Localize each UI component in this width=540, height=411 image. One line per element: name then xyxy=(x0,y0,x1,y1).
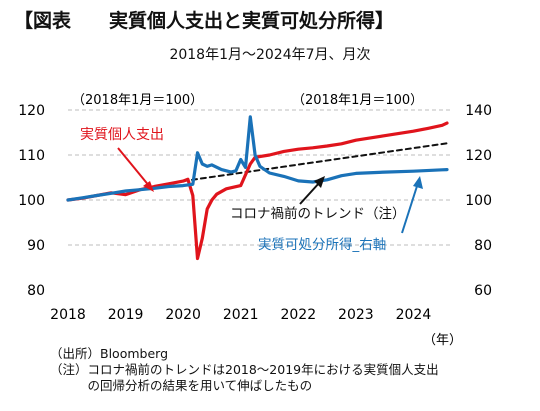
arrow-spending-head xyxy=(143,181,154,192)
left-axis-ticks: 80 90 100 110 120 xyxy=(18,103,45,299)
left-tick-label: 110 xyxy=(18,148,45,164)
x-tick-label: 2024 xyxy=(396,307,432,323)
left-axis-label: （2018年1月＝100） xyxy=(72,93,203,108)
left-tick-label: 100 xyxy=(18,193,45,209)
chart-notes: （出所）Bloomberg （注）コロナ禍前のトレンドは2018～2019年にお… xyxy=(50,346,439,394)
x-tick-label: 2020 xyxy=(165,307,201,323)
trend-note-cont: の回帰分析の結果を用いて伸ばしたもの xyxy=(50,378,313,393)
trend-note: （注）コロナ禍前のトレンドは2018～2019年における実質個人支出 xyxy=(50,362,439,377)
right-tick-label: 60 xyxy=(474,283,492,299)
source-note: （出所）Bloomberg xyxy=(50,346,168,361)
right-tick-label: 120 xyxy=(465,148,492,164)
x-tick-label: 2018 xyxy=(50,307,86,323)
x-axis-ticks: 2018 2019 2020 2021 2022 2023 2024 xyxy=(50,307,431,323)
left-tick-label: 80 xyxy=(27,283,45,299)
series-line-1 xyxy=(66,115,449,202)
x-tick-label: 2021 xyxy=(223,307,259,323)
right-axis-ticks: 60 80 100 120 140 xyxy=(465,103,492,299)
series-line-2 xyxy=(182,142,448,183)
right-axis-label: （2018年1月＝100） xyxy=(292,93,423,108)
x-tick-label: 2023 xyxy=(338,307,374,323)
arrow-trend-shaft xyxy=(299,181,321,205)
x-axis-unit: （年） xyxy=(423,333,462,348)
right-tick-label: 100 xyxy=(465,193,492,209)
chart-subtitle: 2018年1月～2024年7月、月次 xyxy=(169,47,371,63)
arrow-spending-shaft xyxy=(117,147,151,188)
left-tick-label: 120 xyxy=(18,103,45,119)
page-title: 【図表 実質個人支出と実質可処分所得】 xyxy=(14,10,395,32)
annotation-income: 実質可処分所得_右軸 xyxy=(258,236,386,253)
left-tick-label: 90 xyxy=(27,238,45,254)
arrow-income-head xyxy=(413,176,423,189)
arrow-income-shaft xyxy=(401,182,419,234)
annotation-trend: コロナ禍前のトレンド（注） xyxy=(230,205,406,222)
right-tick-label: 140 xyxy=(465,103,492,119)
x-tick-label: 2022 xyxy=(280,307,316,323)
arrow-trend-head xyxy=(314,176,325,188)
right-tick-label: 80 xyxy=(474,238,492,254)
annotation-spending: 実質個人支出 xyxy=(80,127,164,143)
x-tick-label: 2019 xyxy=(108,307,144,323)
